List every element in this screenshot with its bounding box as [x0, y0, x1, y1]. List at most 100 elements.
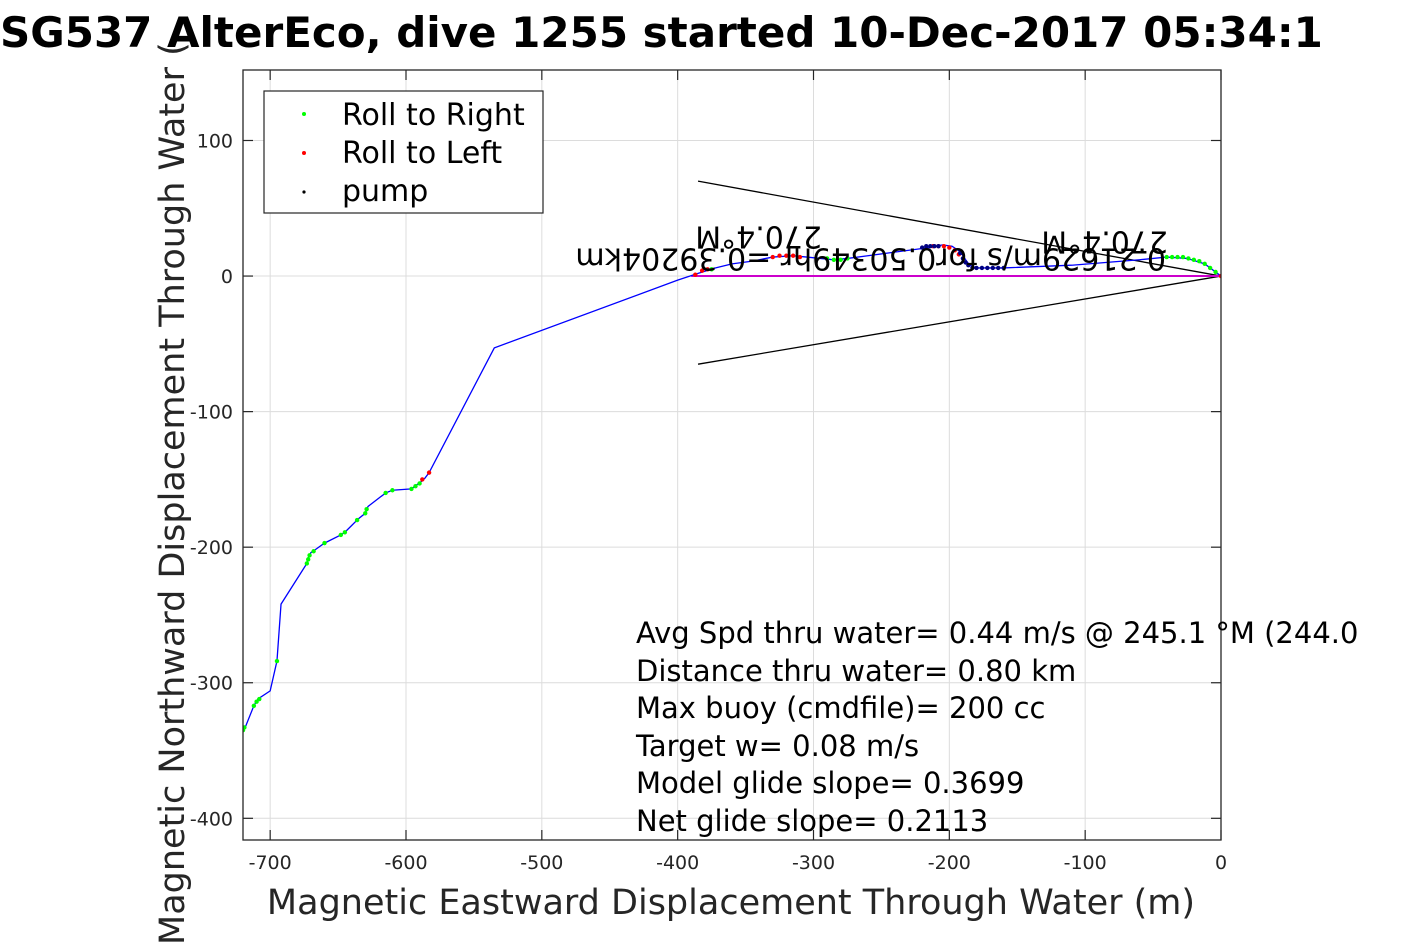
- pump-point: [958, 250, 963, 256]
- pump-point: [960, 256, 966, 261]
- y-tick-label: -400: [190, 808, 233, 830]
- pump-point: [966, 263, 971, 268]
- roll-right-point: [845, 256, 850, 261]
- roll-left-point: [699, 268, 705, 273]
- legend-marker-pump: [302, 190, 306, 194]
- roll-right-point: [254, 699, 259, 704]
- pump-point: [1001, 265, 1006, 271]
- roll-left-point: [790, 253, 796, 258]
- x-tick-label: -400: [656, 852, 699, 874]
- roll-left-point: [797, 254, 803, 260]
- pump-point: [974, 265, 979, 271]
- x-tick-label: -300: [792, 852, 835, 874]
- roll-right-point: [311, 549, 316, 554]
- y-tick-label: 0: [221, 266, 233, 288]
- legend: Roll to Right Roll to Left pump: [263, 90, 544, 214]
- y-axis-label: Magnetic Northward Displacement Through …: [153, 42, 193, 945]
- roll-right-point: [824, 256, 830, 261]
- roll-left-point: [941, 244, 947, 249]
- info-box: Avg Spd thru water= 0.44 m/s @ 245.1 °M …: [635, 616, 1358, 838]
- pump-point: [932, 244, 937, 249]
- roll-right-point: [342, 530, 348, 535]
- info-model-glide: Model glide slope= 0.3699: [636, 766, 1024, 800]
- legend-label-roll-right: Roll to Right: [342, 98, 525, 133]
- roll-right-point: [243, 725, 247, 730]
- roll-right-point: [322, 540, 327, 546]
- roll-right-point: [1202, 261, 1207, 267]
- pump-point: [990, 265, 995, 271]
- info-net-glide: Net glide slope= 0.2113: [636, 804, 988, 838]
- roll-right-point: [1207, 265, 1213, 271]
- roll-left-point: [947, 245, 952, 250]
- roll-right-point: [257, 696, 262, 702]
- pump-point: [996, 265, 1001, 271]
- roll-right-point: [1180, 254, 1186, 260]
- pump-point: [919, 245, 925, 250]
- heading-annotation-1: 270.4°M: [695, 218, 822, 253]
- speed-annotation: 0.21629m/s for0.50349hr =0.39204km: [575, 240, 1166, 275]
- pump-point: [970, 265, 975, 271]
- pump-point: [963, 260, 968, 265]
- info-distance: Distance thru water= 0.80 km: [636, 654, 1076, 688]
- roll-right-point: [413, 483, 418, 489]
- legend-marker-roll-right: [302, 112, 306, 116]
- roll-left-point: [784, 253, 789, 258]
- roll-right-point: [364, 507, 369, 512]
- roll-right-point: [306, 557, 311, 562]
- roll-left-point: [420, 477, 425, 482]
- roll-right-point: [1197, 258, 1202, 264]
- roll-right-point: [709, 267, 714, 272]
- roll-right-point: [1164, 254, 1169, 260]
- data-layer: [243, 180, 1221, 733]
- y-tick-label: -300: [190, 673, 233, 695]
- roll-right-point: [838, 257, 843, 262]
- x-tick-label: 0: [1215, 852, 1227, 874]
- info-max-buoy: Max buoy (cmdfile)= 200 cc: [636, 691, 1045, 725]
- legend-marker-roll-left: [302, 151, 306, 155]
- roll-right-point: [251, 703, 257, 708]
- roll-right-point: [1169, 254, 1175, 260]
- x-tick-label: -100: [1064, 852, 1107, 874]
- roll-right-point: [338, 532, 343, 538]
- roll-right-point: [1191, 257, 1197, 262]
- roll-right-point: [383, 490, 388, 496]
- pump-point: [985, 265, 990, 271]
- y-tick-label: 100: [197, 130, 233, 152]
- roll-right-point: [1175, 254, 1180, 260]
- roll-right-point: [307, 553, 312, 558]
- heading-annotation-2: 270.4°M: [1041, 223, 1168, 258]
- x-axis-label: Magnetic Eastward Displacement Through W…: [267, 883, 1195, 923]
- roll-right-point: [831, 257, 837, 262]
- roll-right-point: [1213, 269, 1218, 275]
- pump-point: [979, 265, 985, 271]
- pump-point: [928, 244, 933, 249]
- roll-right-point: [417, 481, 422, 486]
- x-tick-label: -600: [384, 852, 427, 874]
- info-target-w: Target w= 0.08 m/s: [635, 729, 919, 763]
- roll-right-point: [363, 511, 368, 516]
- legend-label-pump: pump: [342, 174, 428, 209]
- axes-box: [242, 69, 1222, 841]
- x-tick-label: -500: [520, 852, 563, 874]
- roll-left-point: [770, 254, 775, 260]
- heading-cone-line: [697, 275, 1221, 365]
- roll-right-point: [354, 517, 360, 523]
- roll-right-point: [390, 488, 395, 493]
- flipped-annotations: 0.21629m/s for0.50349hr =0.39204km 270.4…: [575, 218, 1168, 275]
- pump-point: [936, 244, 941, 249]
- roll-left-point: [693, 272, 698, 277]
- y-tick-label: -200: [190, 537, 233, 559]
- y-tick-label: -100: [190, 402, 233, 424]
- roll-right-point: [409, 486, 414, 492]
- roll-right-point: [274, 658, 280, 664]
- roll-left-point: [952, 248, 957, 253]
- roll-left-point: [426, 470, 432, 475]
- chart-title: SG537 AlterEco, dive 1255 started 10-Dec…: [0, 8, 1323, 57]
- legend-box: [263, 90, 544, 214]
- roll-left-point: [705, 267, 710, 272]
- info-avg-speed: Avg Spd thru water= 0.44 m/s @ 245.1 °M …: [636, 616, 1358, 650]
- x-tick-label: -200: [928, 852, 971, 874]
- pump-point: [924, 244, 929, 249]
- axis-ticks: -700 -600 -500 -400 -300 -200 -100 0 100 0 -100 -20…: [190, 70, 1227, 874]
